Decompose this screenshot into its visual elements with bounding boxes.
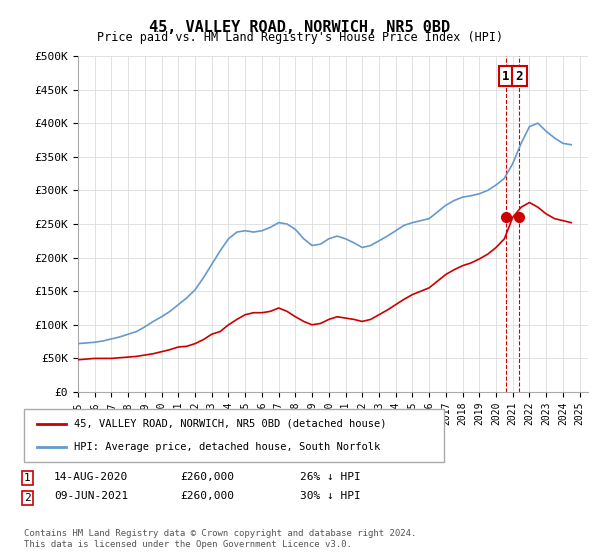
Text: 45, VALLEY ROAD, NORWICH, NR5 0BD (detached house): 45, VALLEY ROAD, NORWICH, NR5 0BD (detac… (74, 419, 387, 429)
Text: £260,000: £260,000 (180, 472, 234, 482)
FancyBboxPatch shape (24, 409, 444, 462)
Text: 09-JUN-2021: 09-JUN-2021 (54, 491, 128, 501)
Text: £260,000: £260,000 (180, 491, 234, 501)
Text: 2: 2 (24, 493, 31, 503)
Text: 1: 1 (24, 473, 31, 483)
Text: 2: 2 (515, 69, 523, 83)
Text: Contains HM Land Registry data © Crown copyright and database right 2024.
This d: Contains HM Land Registry data © Crown c… (24, 529, 416, 549)
Text: 30% ↓ HPI: 30% ↓ HPI (300, 491, 361, 501)
Text: Price paid vs. HM Land Registry's House Price Index (HPI): Price paid vs. HM Land Registry's House … (97, 31, 503, 44)
Text: 26% ↓ HPI: 26% ↓ HPI (300, 472, 361, 482)
Text: 14-AUG-2020: 14-AUG-2020 (54, 472, 128, 482)
Text: 1: 1 (502, 69, 510, 83)
Text: 45, VALLEY ROAD, NORWICH, NR5 0BD: 45, VALLEY ROAD, NORWICH, NR5 0BD (149, 20, 451, 35)
Text: HPI: Average price, detached house, South Norfolk: HPI: Average price, detached house, Sout… (74, 442, 380, 452)
